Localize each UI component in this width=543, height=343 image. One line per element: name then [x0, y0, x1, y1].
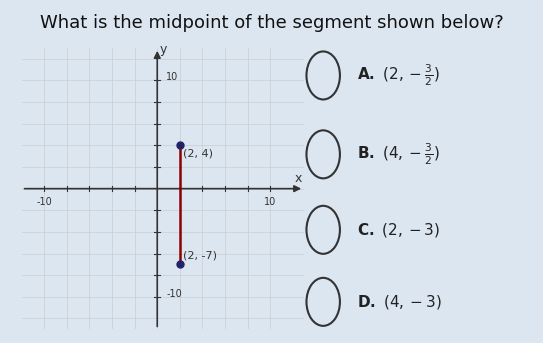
Text: (2, -7): (2, -7) — [183, 251, 217, 261]
Text: x: x — [295, 172, 302, 185]
Text: $\mathbf{C.}$ $(2, -3)$: $\mathbf{C.}$ $(2, -3)$ — [357, 221, 440, 239]
Text: What is the midpoint of the segment shown below?: What is the midpoint of the segment show… — [40, 14, 503, 32]
Text: $\mathbf{B.}$ $(4, -\frac{3}{2})$: $\mathbf{B.}$ $(4, -\frac{3}{2})$ — [357, 142, 439, 167]
Text: $\mathbf{A.}$ $(2, -\frac{3}{2})$: $\mathbf{A.}$ $(2, -\frac{3}{2})$ — [357, 63, 439, 88]
Text: (2, 4): (2, 4) — [183, 148, 213, 158]
Text: -10: -10 — [166, 289, 182, 299]
Text: $\mathbf{D.}$ $(4, -3)$: $\mathbf{D.}$ $(4, -3)$ — [357, 293, 441, 311]
Text: y: y — [159, 44, 167, 57]
Text: 10: 10 — [264, 197, 276, 207]
Text: -10: -10 — [36, 197, 52, 207]
Text: 10: 10 — [166, 72, 179, 82]
